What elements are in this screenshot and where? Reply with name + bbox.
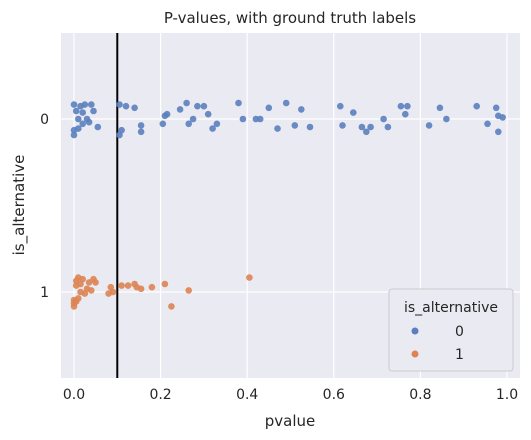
legend-label-0: 0 [455, 324, 464, 340]
data-point-series-1 [118, 282, 125, 289]
data-point-series-1 [168, 303, 175, 310]
data-point-series-0 [137, 128, 145, 136]
data-point-series-0 [367, 123, 374, 131]
legend-label-1: 1 [455, 347, 464, 363]
data-point-series-0 [282, 99, 290, 107]
data-point-series-0 [339, 122, 346, 129]
data-point-series-0 [265, 104, 273, 112]
data-point-series-0 [70, 131, 78, 139]
data-point-series-0 [404, 102, 411, 110]
data-point-series-0 [425, 122, 433, 129]
data-point-series-0 [499, 114, 507, 121]
data-point-series-0 [72, 107, 80, 115]
x-tick-label: 0.8 [409, 387, 431, 403]
x-tick-labels: 0.0 0.2 0.4 0.6 0.8 1.0 [63, 387, 518, 403]
data-point-series-0 [358, 123, 366, 131]
data-point-series-0 [436, 104, 444, 112]
data-point-series-0 [137, 122, 145, 129]
data-point-series-0 [384, 123, 392, 131]
y-tick-labels: 01 [40, 112, 49, 301]
x-axis-label: pvalue [265, 412, 316, 430]
data-point-series-0 [484, 120, 491, 128]
data-point-series-0 [90, 107, 97, 115]
data-point-series-0 [131, 104, 138, 112]
y-axis-label: is_alternative [10, 155, 29, 256]
x-tick-label: 0.2 [149, 387, 171, 403]
data-point-series-0 [116, 101, 123, 108]
x-tick-label: 0.4 [236, 387, 258, 403]
data-point-series-0 [209, 125, 216, 132]
data-point-series-0 [75, 125, 82, 132]
x-tick-label: 0.0 [63, 387, 85, 403]
data-point-series-0 [194, 102, 201, 110]
data-point-series-0 [183, 99, 190, 107]
data-point-series-0 [306, 123, 314, 131]
data-point-series-1 [161, 280, 169, 288]
data-point-series-1 [185, 287, 192, 294]
legend-box [388, 288, 514, 372]
data-point-series-0 [163, 110, 171, 118]
data-point-series-0 [235, 99, 242, 107]
legend: is_alternative 0 1 [388, 288, 514, 372]
data-point-series-0 [85, 118, 93, 126]
legend-title: is_alternative [404, 300, 498, 316]
legend-marker-1 [411, 350, 419, 358]
data-point-series-0 [473, 102, 481, 110]
data-point-series-0 [116, 131, 123, 139]
data-point-series-0 [363, 128, 370, 136]
data-point-series-0 [185, 120, 192, 128]
y-tick-label: 1 [40, 285, 49, 301]
data-point-series-1 [124, 282, 132, 289]
x-tick-label: 0.6 [323, 387, 345, 403]
data-point-series-0 [350, 109, 357, 116]
data-point-series-0 [492, 104, 500, 112]
data-point-series-1 [92, 279, 99, 286]
x-tick-label: 1.0 [496, 387, 518, 403]
legend-marker-0 [411, 327, 419, 335]
data-point-series-1 [79, 275, 86, 283]
data-point-series-0 [380, 115, 387, 123]
data-point-series-1 [137, 285, 145, 293]
data-point-series-1 [148, 283, 156, 291]
data-point-series-0 [70, 101, 78, 108]
data-point-series-0 [402, 110, 409, 118]
data-point-series-0 [495, 128, 502, 136]
data-point-series-0 [81, 101, 89, 108]
data-point-series-0 [75, 115, 82, 123]
data-point-series-0 [176, 106, 184, 113]
points-layer [70, 99, 507, 310]
chart-title: P-values, with ground truth labels [164, 9, 416, 27]
data-point-series-1 [109, 288, 117, 296]
data-point-series-0 [239, 115, 247, 123]
data-point-series-0 [274, 125, 281, 132]
data-point-series-0 [94, 123, 102, 131]
data-point-series-0 [443, 115, 450, 123]
data-point-series-0 [337, 102, 344, 110]
data-point-series-0 [88, 101, 95, 108]
data-point-series-0 [256, 115, 264, 123]
data-point-series-1 [246, 274, 253, 281]
data-point-series-1 [88, 287, 95, 294]
data-point-series-0 [213, 120, 221, 128]
data-point-series-0 [189, 115, 197, 123]
data-point-series-1 [75, 295, 82, 302]
data-point-series-0 [79, 120, 86, 128]
data-point-series-0 [204, 110, 212, 118]
data-point-series-0 [298, 106, 305, 113]
data-point-series-0 [159, 120, 167, 128]
y-tick-label: 0 [40, 112, 49, 128]
data-point-series-0 [200, 102, 208, 110]
data-point-series-0 [291, 122, 299, 129]
data-point-series-0 [397, 102, 405, 110]
data-point-series-0 [122, 102, 130, 110]
data-point-series-0 [79, 109, 86, 116]
